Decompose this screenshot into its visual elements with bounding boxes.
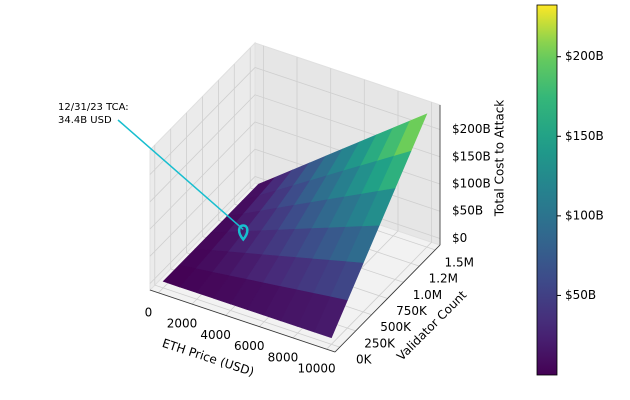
surface bbox=[162, 113, 428, 339]
z-axis-label: Total Cost to Attack bbox=[493, 100, 507, 218]
annotation-text: 12/31/23 TCA: bbox=[58, 102, 129, 113]
x-tick-label: 6000 bbox=[234, 339, 265, 353]
colorbar-tick-label: $200B bbox=[565, 49, 604, 63]
z-tick-label: $50B bbox=[452, 204, 483, 218]
colorbar bbox=[536, 4, 558, 376]
y-tick-label: 1.5M bbox=[445, 255, 474, 269]
colorbar-tick-label: $150B bbox=[565, 129, 604, 143]
x-axis-line bbox=[149, 289, 336, 353]
x-tick-label: 10000 bbox=[297, 362, 335, 376]
colorbar-tick-label: $50B bbox=[565, 288, 596, 302]
grid-line bbox=[326, 102, 433, 350]
y-tick-label: 250K bbox=[364, 336, 396, 350]
annotation-marker bbox=[237, 224, 249, 242]
z-tick-label: $200B bbox=[452, 122, 491, 136]
x-tick-label: 0 bbox=[145, 305, 153, 319]
grid-line bbox=[149, 67, 441, 175]
annotation-leader bbox=[117, 119, 244, 231]
surface-patch bbox=[314, 296, 348, 339]
y-tick-label: 1.0M bbox=[413, 288, 442, 302]
x-tick-label: 4000 bbox=[200, 328, 231, 342]
grid-line bbox=[154, 145, 340, 348]
z-tick-label: $100B bbox=[452, 176, 491, 190]
colorbar-tick-label: $100B bbox=[565, 208, 604, 222]
x-tick-label: 2000 bbox=[167, 317, 198, 331]
z-tick-label: $150B bbox=[452, 149, 491, 163]
y-tick-label: 500K bbox=[380, 320, 412, 334]
y-tick-label: 0K bbox=[356, 353, 373, 367]
x-tick-label: 8000 bbox=[268, 350, 299, 364]
z-tick-label: $0 bbox=[452, 231, 467, 245]
y-tick-label: 750K bbox=[396, 304, 428, 318]
y-axis-line bbox=[334, 244, 441, 353]
annotation-text: 34.4B USD bbox=[58, 115, 112, 126]
y-tick-label: 1.2M bbox=[429, 272, 458, 286]
